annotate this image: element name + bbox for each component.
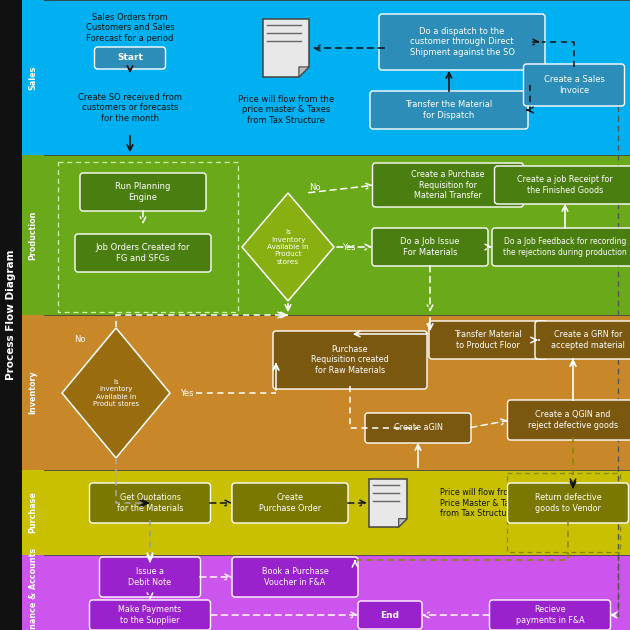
- FancyBboxPatch shape: [0, 0, 22, 630]
- Text: Purchase
Requisition created
for Raw Materials: Purchase Requisition created for Raw Mat…: [311, 345, 389, 375]
- FancyBboxPatch shape: [492, 228, 630, 266]
- FancyBboxPatch shape: [89, 483, 210, 523]
- FancyBboxPatch shape: [22, 555, 630, 630]
- Text: Book a Purchase
Voucher in F&A: Book a Purchase Voucher in F&A: [261, 567, 328, 587]
- Text: Is
Inventory
Available in
Produt stores: Is Inventory Available in Produt stores: [93, 379, 139, 407]
- FancyBboxPatch shape: [508, 483, 629, 523]
- FancyBboxPatch shape: [429, 321, 547, 359]
- Text: Return defective
goods to Vendor: Return defective goods to Vendor: [535, 493, 601, 513]
- Text: Price will flow from the
price master & Taxes
from Tax Structure: Price will flow from the price master & …: [238, 95, 334, 125]
- FancyBboxPatch shape: [370, 91, 528, 129]
- Text: Finance & Accounts: Finance & Accounts: [28, 548, 38, 630]
- Text: Is
Inventory
Available in
Product
stores: Is Inventory Available in Product stores: [267, 229, 309, 265]
- FancyBboxPatch shape: [232, 557, 358, 597]
- FancyBboxPatch shape: [232, 483, 348, 523]
- Text: Sales Orders from
Customers and Sales
Forecast for a period: Sales Orders from Customers and Sales Fo…: [86, 13, 175, 43]
- FancyBboxPatch shape: [379, 14, 545, 70]
- Text: Create aGIN: Create aGIN: [394, 423, 442, 433]
- Text: Recieve
payments in F&A: Recieve payments in F&A: [516, 605, 584, 625]
- FancyBboxPatch shape: [22, 315, 630, 470]
- Text: Purchase: Purchase: [28, 491, 38, 534]
- Text: Inventory: Inventory: [28, 370, 38, 415]
- FancyBboxPatch shape: [372, 163, 524, 207]
- FancyBboxPatch shape: [372, 228, 488, 266]
- Polygon shape: [399, 518, 407, 527]
- Text: Start: Start: [117, 54, 143, 62]
- Text: No: No: [74, 336, 86, 345]
- FancyBboxPatch shape: [490, 600, 610, 630]
- Text: Job Orders Created for
FG and SFGs: Job Orders Created for FG and SFGs: [96, 243, 190, 263]
- FancyBboxPatch shape: [89, 600, 210, 630]
- FancyBboxPatch shape: [524, 64, 624, 106]
- Polygon shape: [369, 479, 407, 527]
- FancyBboxPatch shape: [22, 315, 44, 470]
- Text: Transfer the Material
for Dispatch: Transfer the Material for Dispatch: [405, 100, 493, 120]
- FancyBboxPatch shape: [358, 601, 422, 629]
- Text: Create a job Receipt for
the Finished Goods: Create a job Receipt for the Finished Go…: [517, 175, 613, 195]
- Text: Create a Sales
Invoice: Create a Sales Invoice: [544, 75, 604, 95]
- Text: Price will flow from the
Price Master & Taxes
from Tax Structure: Price will flow from the Price Master & …: [440, 488, 532, 518]
- Polygon shape: [263, 19, 309, 77]
- Text: Do a Job Issue
For Materials: Do a Job Issue For Materials: [400, 237, 460, 257]
- Text: Create a QGIN and
reject defective goods: Create a QGIN and reject defective goods: [528, 410, 618, 430]
- Text: Yes: Yes: [180, 389, 193, 398]
- Text: Yes: Yes: [342, 243, 355, 251]
- Text: Create a GRN for
accepted material: Create a GRN for accepted material: [551, 330, 625, 350]
- FancyBboxPatch shape: [22, 0, 630, 155]
- Text: Make Payments
to the Supplier: Make Payments to the Supplier: [118, 605, 181, 625]
- Text: Create
Purchase Order: Create Purchase Order: [259, 493, 321, 513]
- FancyBboxPatch shape: [22, 470, 630, 555]
- Text: Get Quotations
for the Materials: Get Quotations for the Materials: [117, 493, 183, 513]
- Text: Run Planning
Engine: Run Planning Engine: [115, 182, 171, 202]
- Text: No: No: [309, 183, 321, 193]
- FancyBboxPatch shape: [94, 47, 166, 69]
- FancyBboxPatch shape: [80, 173, 206, 211]
- FancyBboxPatch shape: [22, 155, 630, 315]
- FancyBboxPatch shape: [22, 555, 44, 630]
- FancyBboxPatch shape: [495, 166, 630, 204]
- FancyBboxPatch shape: [273, 331, 427, 389]
- Polygon shape: [62, 328, 170, 458]
- Text: Transfer Material
to Product Floor: Transfer Material to Product Floor: [454, 330, 522, 350]
- Text: Process Flow Diagram: Process Flow Diagram: [6, 249, 16, 381]
- Text: Issue a
Debit Note: Issue a Debit Note: [129, 567, 171, 587]
- FancyBboxPatch shape: [22, 0, 44, 155]
- FancyBboxPatch shape: [508, 400, 630, 440]
- FancyBboxPatch shape: [75, 234, 211, 272]
- FancyBboxPatch shape: [100, 557, 200, 597]
- Text: End: End: [381, 610, 399, 619]
- FancyBboxPatch shape: [365, 413, 471, 443]
- Text: Sales: Sales: [28, 66, 38, 89]
- FancyBboxPatch shape: [22, 470, 44, 555]
- Text: Do a dispatch to the
customer through Direct
Shipment against the SO: Do a dispatch to the customer through Di…: [410, 26, 515, 57]
- FancyBboxPatch shape: [22, 155, 44, 315]
- Polygon shape: [299, 67, 309, 77]
- Text: Production: Production: [28, 210, 38, 260]
- Polygon shape: [242, 193, 334, 301]
- Text: Do a Job Feedback for recording
the rejections during production: Do a Job Feedback for recording the reje…: [503, 237, 627, 257]
- FancyBboxPatch shape: [535, 321, 630, 359]
- Text: Create a Purchase
Requisition for
Material Transfer: Create a Purchase Requisition for Materi…: [411, 169, 484, 200]
- Text: Create SO received from
customers or forecasts
for the month: Create SO received from customers or for…: [78, 93, 182, 123]
